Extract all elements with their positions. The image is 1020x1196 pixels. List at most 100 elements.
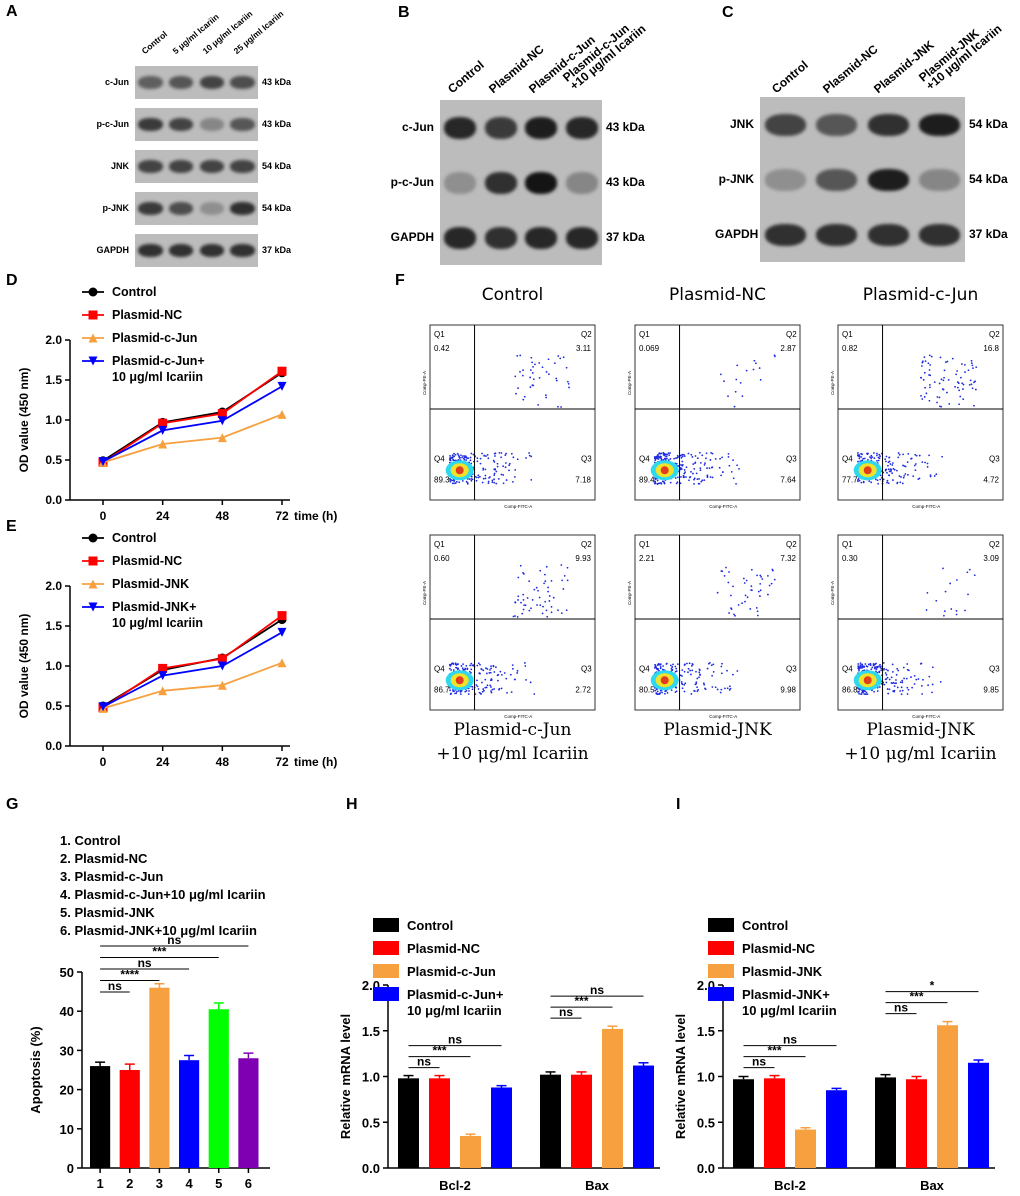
- event-dot: [502, 474, 505, 476]
- legend-swatch: [373, 918, 399, 932]
- protein-band: [816, 168, 858, 191]
- event-dot: [667, 459, 670, 461]
- event-dot: [481, 452, 483, 455]
- event-dot: [516, 354, 519, 357]
- event-dot: [928, 454, 930, 457]
- event-dot: [517, 599, 519, 601]
- event-dot: [857, 665, 860, 668]
- event-dot: [476, 685, 479, 688]
- event-dot: [567, 382, 570, 385]
- event-dot: [521, 612, 524, 615]
- series-line: [102, 614, 283, 709]
- event-dot: [882, 662, 885, 664]
- event-dot: [887, 669, 889, 672]
- event-dot: [943, 376, 945, 379]
- event-dot: [493, 461, 496, 463]
- event-dot: [472, 453, 475, 456]
- event-dot: [508, 464, 511, 467]
- significance-label: ns: [559, 1005, 573, 1019]
- event-dot: [964, 609, 966, 612]
- event-dot: [524, 662, 526, 664]
- event-dot: [890, 676, 893, 679]
- event-dot: [500, 452, 503, 454]
- y-tick-label: 0: [67, 1161, 74, 1176]
- event-dot: [733, 405, 736, 408]
- event-dot: [690, 673, 692, 676]
- event-dot: [924, 386, 927, 389]
- event-dot: [674, 477, 677, 479]
- western-blot-b: Control Plasmid-NC Plasmid-c-Jun Plasmid-c-…: [390, 0, 715, 265]
- event-dot: [913, 675, 916, 677]
- y-tick-label: 0.0: [45, 493, 62, 507]
- event-dot: [519, 564, 522, 567]
- event-dot: [475, 476, 478, 479]
- event-dot: [706, 474, 709, 477]
- protein-band: [138, 159, 163, 174]
- event-dot: [962, 383, 965, 386]
- event-dot: [714, 686, 717, 689]
- event-dot: [555, 379, 558, 382]
- event-dot: [666, 691, 669, 694]
- event-dot: [684, 663, 686, 666]
- quadrant-name: Q4: [639, 665, 650, 674]
- y-tick-label: 50: [60, 965, 74, 980]
- event-dot: [521, 374, 524, 377]
- event-dot: [869, 662, 872, 665]
- flow-x-axis-label: Comp-FITC-A: [504, 504, 532, 509]
- event-dot: [868, 480, 871, 482]
- significance-label: ns: [448, 1033, 462, 1047]
- event-dot: [878, 665, 880, 668]
- event-dot: [884, 672, 887, 674]
- event-dot: [960, 376, 962, 379]
- event-dot: [942, 567, 944, 570]
- event-dot: [526, 597, 529, 599]
- event-dot: [969, 379, 972, 382]
- event-dot: [493, 474, 496, 476]
- event-dot: [964, 371, 966, 373]
- event-dot: [967, 369, 970, 372]
- event-dot: [896, 667, 899, 670]
- event-dot: [718, 466, 721, 469]
- event-dot: [896, 686, 899, 689]
- event-dot: [696, 478, 699, 481]
- protein-band: [918, 223, 960, 246]
- bar: [937, 1025, 958, 1168]
- event-dot: [891, 464, 894, 466]
- quadrant-name: Q1: [639, 540, 650, 549]
- event-dot: [512, 480, 514, 483]
- event-dot: [675, 482, 678, 485]
- event-dot: [496, 674, 499, 677]
- event-dot: [494, 455, 496, 457]
- event-dot: [515, 392, 517, 395]
- event-dot: [876, 665, 879, 668]
- event-dot: [681, 682, 683, 685]
- event-dot: [971, 364, 974, 367]
- data-point: [98, 702, 108, 712]
- protein-band: [168, 243, 194, 258]
- event-dot: [495, 482, 498, 485]
- event-dot: [485, 667, 487, 670]
- quadrant-name: Q1: [434, 540, 445, 549]
- event-dot: [886, 471, 888, 474]
- bar: [875, 1077, 896, 1168]
- event-dot: [484, 474, 487, 477]
- x-tick-label: 5: [215, 1176, 222, 1191]
- event-dot: [496, 462, 499, 465]
- event-dot: [721, 471, 724, 473]
- legend-label: Control: [112, 285, 156, 299]
- data-point: [88, 310, 98, 320]
- quadrant-name: Q3: [989, 455, 1000, 464]
- event-dot: [704, 687, 706, 690]
- event-dot: [532, 378, 535, 381]
- legend-label: Plasmid-NC: [742, 941, 816, 956]
- event-dot: [565, 609, 568, 612]
- event-dot: [552, 596, 555, 599]
- event-dot: [951, 357, 954, 360]
- event-dot: [727, 395, 729, 398]
- event-dot: [655, 688, 658, 691]
- event-dot: [860, 663, 863, 666]
- protein-band: [765, 223, 807, 246]
- event-dot: [680, 454, 683, 457]
- significance-label: ns: [590, 983, 604, 997]
- flow-x-axis-label: Comp-FITC-A: [709, 714, 737, 719]
